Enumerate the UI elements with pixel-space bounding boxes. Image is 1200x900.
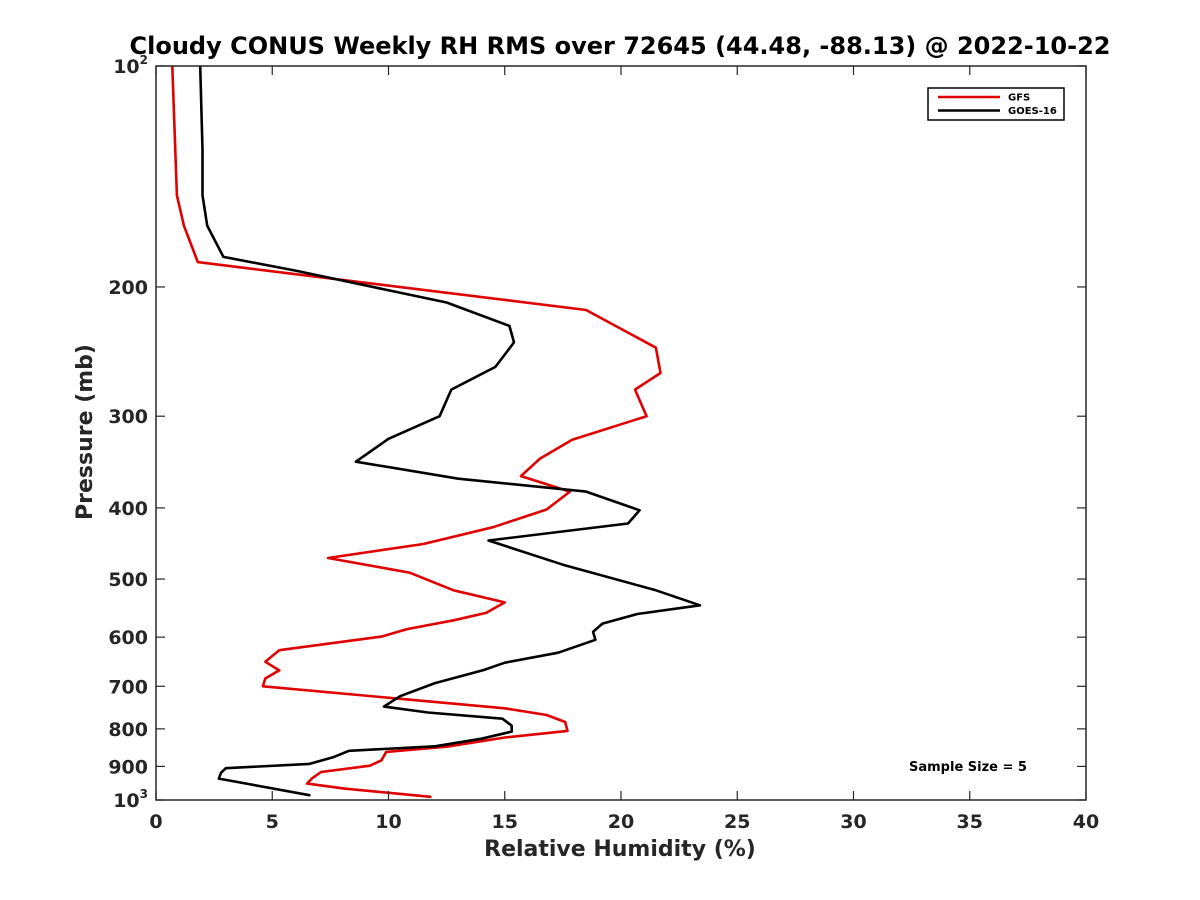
chart-title: Cloudy CONUS Weekly RH RMS over 72645 (4…	[130, 32, 1111, 60]
legend-label: GOES-16	[1008, 106, 1057, 117]
y-tick-label: 600	[108, 627, 148, 649]
series-line-goes-16	[198, 66, 702, 797]
legend: GFS GOES-16	[927, 87, 1065, 121]
x-tick-label: 5	[266, 811, 279, 833]
y-tick-label: 300	[108, 406, 148, 428]
x-tick-label: 40	[1073, 811, 1099, 833]
x-tick-label: 15	[492, 811, 518, 833]
y-axis: 102 200 300 400 500 600 700 800 900 103	[108, 53, 1086, 812]
y-tick-label: 200	[108, 277, 148, 299]
x-tick-label: 0	[149, 811, 162, 833]
x-tick-label: 30	[840, 811, 866, 833]
y-tick-label: 103	[113, 787, 148, 812]
x-axis: 0 5 10 15 20 25 30 35 40	[149, 66, 1099, 833]
y-tick-label: 400	[108, 498, 148, 520]
legend-label: GFS	[1008, 93, 1030, 104]
y-tick-label: 700	[108, 676, 148, 698]
y-axis-label: Pressure (mb)	[73, 344, 98, 520]
x-tick-label: 35	[957, 811, 983, 833]
series-line-gfs	[171, 66, 662, 799]
plot-area	[171, 66, 702, 799]
x-tick-label: 25	[724, 811, 750, 833]
y-tick-label: 102	[113, 53, 148, 78]
y-tick-label: 800	[108, 719, 148, 741]
y-tick-label: 500	[108, 569, 148, 591]
legend-box	[927, 87, 1065, 121]
sample-size-annotation: Sample Size = 5	[909, 760, 1027, 775]
x-tick-label: 20	[608, 811, 634, 833]
x-axis-label: Relative Humidity (%)	[484, 837, 756, 862]
x-tick-label: 10	[375, 811, 401, 833]
y-tick-label: 900	[108, 756, 148, 778]
